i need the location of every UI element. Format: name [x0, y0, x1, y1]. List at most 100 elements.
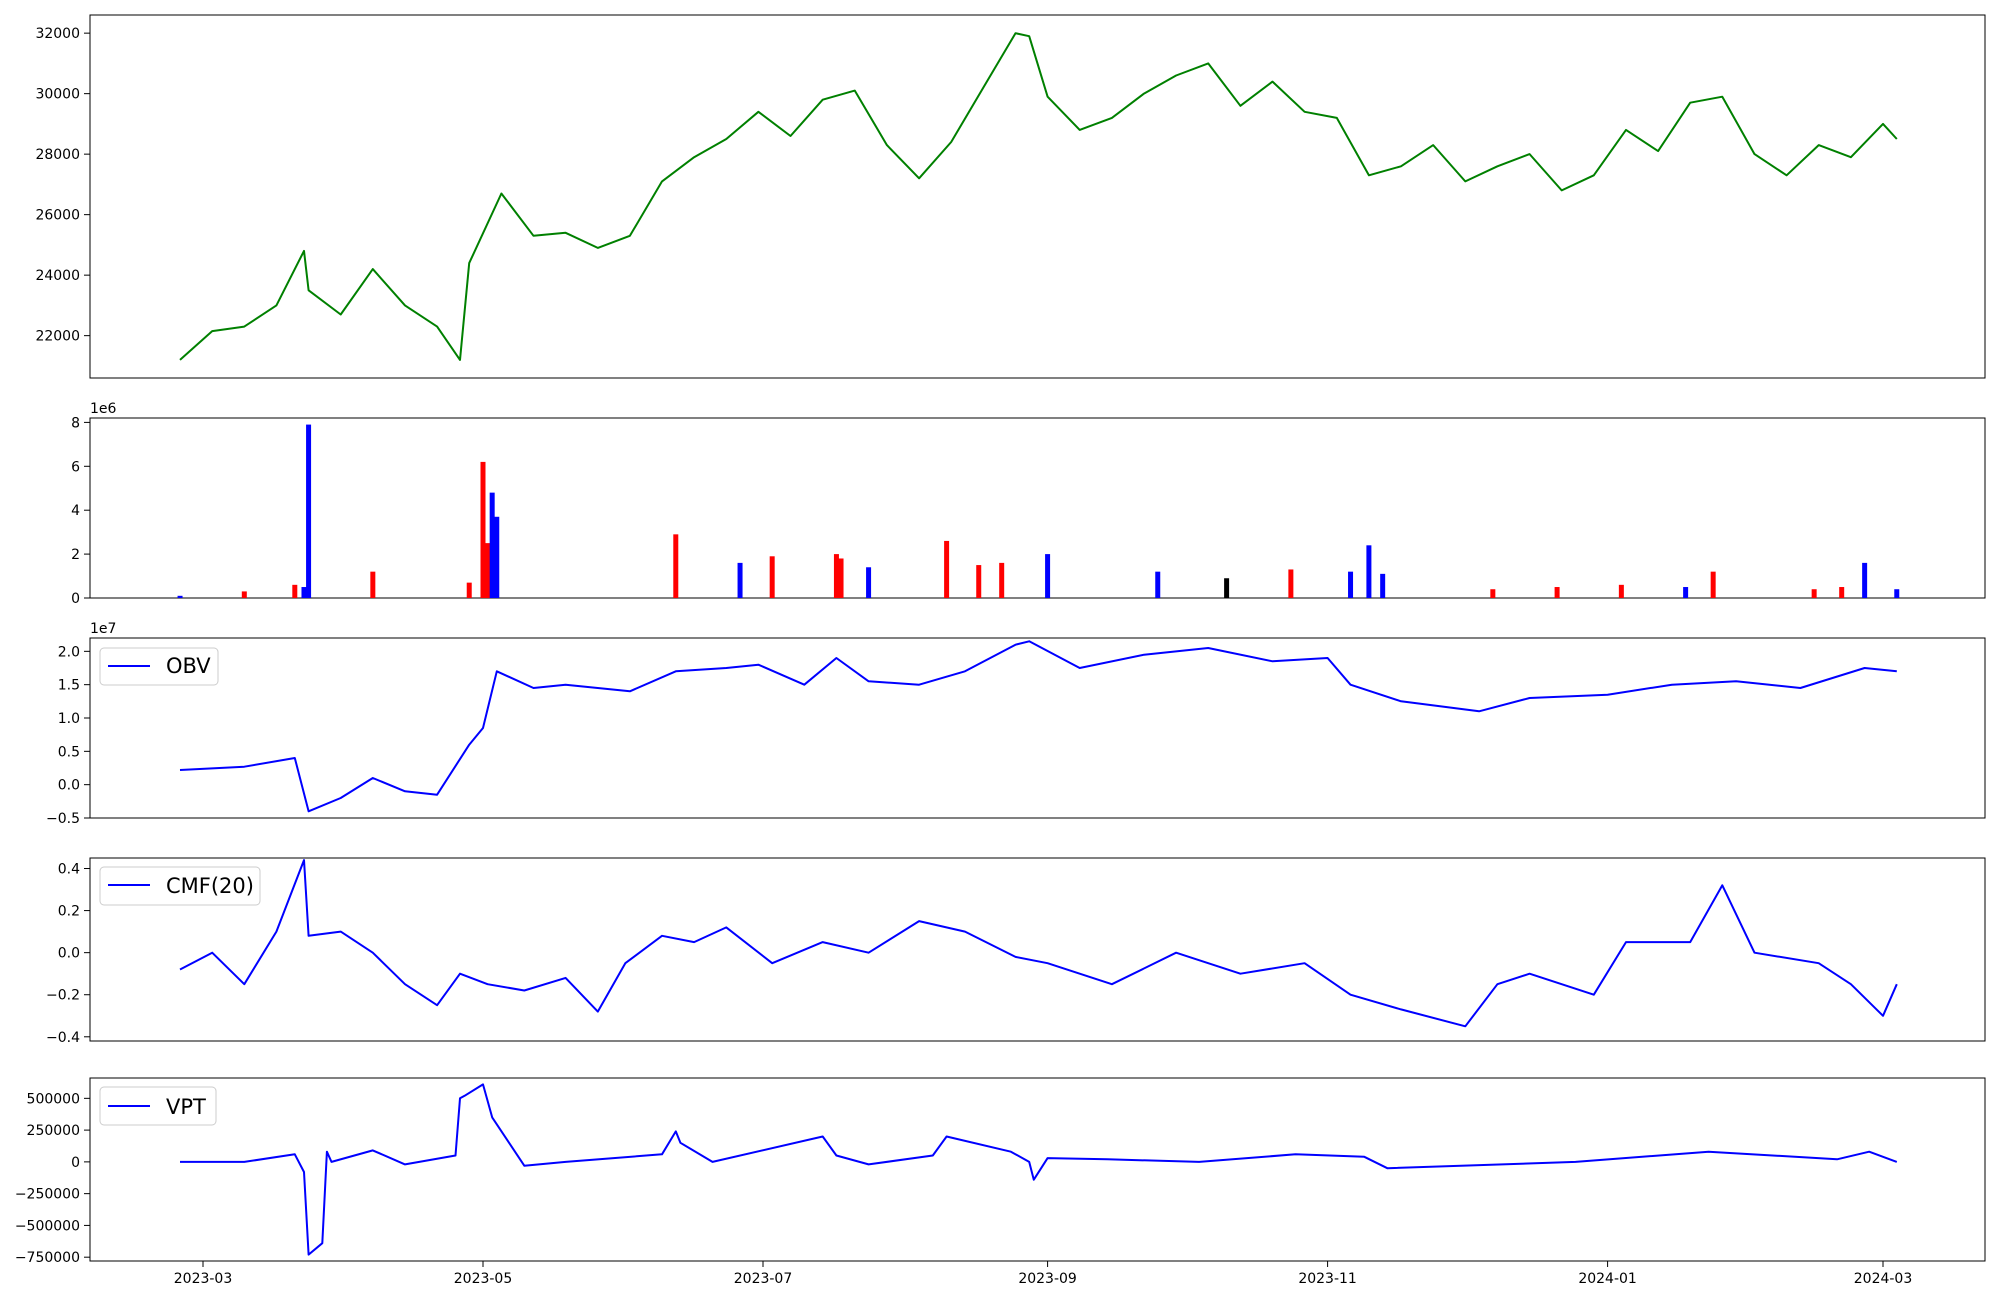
cmf-y-tick-label: −0.4 [46, 1030, 80, 1046]
volume-multiplier-label: 1e6 [90, 401, 117, 417]
volume-bar [1366, 545, 1372, 598]
vpt-series-line [180, 1083, 1898, 1256]
volume-bar [466, 582, 472, 598]
volume-y-tick-label: 0 [71, 591, 80, 607]
obv-line [179, 640, 1897, 813]
cmf-legend-box [99, 866, 261, 906]
cmf-legend-label: CMF(20) [166, 874, 254, 898]
volume-bar [241, 591, 247, 598]
price-line [179, 32, 1898, 361]
vpt-line [180, 1083, 1898, 1256]
vpt-y-tick-label: −500000 [15, 1218, 80, 1234]
volume-bar [306, 424, 312, 598]
volume-bar [737, 562, 743, 598]
volume-bar [1683, 587, 1689, 598]
volume-bar [944, 540, 950, 598]
obv-y-ticks: −0.5 0.0 0.5 1.0 1.5 2.0 [46, 644, 90, 827]
vpt-y-tick-label: −250000 [15, 1187, 80, 1203]
volume-bar [1839, 587, 1845, 598]
price-y-ticks: 22000 24000 26000 28000 30000 32000 [35, 26, 90, 345]
volume-bar [1490, 589, 1496, 598]
price-y-tick-label: 24000 [35, 268, 80, 284]
vpt-y-tick-label: 250000 [27, 1123, 80, 1139]
obv-series-line [179, 640, 1897, 813]
price-series-line [179, 32, 1898, 361]
vpt-legend: VPT [99, 1086, 217, 1126]
obv-multiplier-label: 1e7 [90, 621, 116, 637]
vpt-y-tick-label: −750000 [15, 1250, 80, 1266]
cmf-y-tick-label: −0.2 [46, 988, 80, 1004]
obv-y-tick-label: 0.5 [58, 744, 80, 760]
x-tick-label: 2023-05 [454, 1271, 513, 1287]
volume-bar [370, 571, 376, 598]
volume-axes-frame [89, 417, 1986, 599]
x-tick-label: 2023-11 [1298, 1271, 1357, 1287]
cmf-y-tick-label: 0.2 [58, 904, 80, 920]
volume-bar [999, 562, 1005, 598]
price-y-tick-label: 30000 [35, 87, 80, 103]
volume-bar [1811, 589, 1817, 598]
volume-bar [1554, 587, 1560, 598]
volume-bar [177, 595, 183, 598]
price-y-tick-label: 28000 [35, 147, 80, 163]
volume-y-tick-label: 2 [71, 547, 80, 563]
x-tick-label: 2023-09 [1018, 1271, 1077, 1287]
volume-bar [1045, 554, 1051, 598]
vpt-x-ticks: 2023-03 2023-05 2023-07 2023-09 2023-11 2024-… [174, 1261, 1913, 1287]
vpt-y-ticks: −750000 −500000 −250000 0 250000 500000 [15, 1091, 90, 1266]
x-tick-label: 2024-03 [1854, 1271, 1913, 1287]
volume-bar [1862, 562, 1868, 598]
obv-y-tick-label: 1.5 [58, 678, 80, 694]
x-tick-label: 2023-03 [174, 1271, 233, 1287]
obv-panel: 1e7 −0.5 0.0 0.5 1.0 1.5 2.0 OBV [46, 621, 1986, 827]
volume-bar [838, 558, 844, 598]
cmf-legend: CMF(20) [99, 866, 261, 906]
x-tick-label: 2023-07 [734, 1271, 793, 1287]
volume-bar [1618, 584, 1624, 598]
vpt-legend-label: VPT [166, 1095, 206, 1119]
volume-y-tick-label: 4 [71, 503, 80, 519]
volume-bar [1894, 589, 1900, 598]
obv-axes-frame [89, 637, 1986, 819]
volume-y-tick-label: 8 [71, 415, 80, 431]
cmf-axes-frame [89, 857, 1986, 1042]
obv-y-tick-label: 1.0 [58, 711, 80, 727]
volume-bar [301, 587, 307, 598]
volume-bars [177, 424, 1900, 598]
volume-bar [1348, 571, 1354, 598]
volume-bar [485, 543, 491, 598]
price-y-tick-label: 26000 [35, 208, 80, 224]
obv-legend: OBV [99, 647, 219, 686]
volume-bar [866, 567, 872, 598]
volume-y-tick-label: 6 [71, 459, 80, 475]
cmf-line [179, 859, 1898, 1028]
volume-bar [489, 492, 495, 598]
vpt-y-tick-label: 500000 [27, 1091, 80, 1107]
vpt-panel: −750000 −500000 −250000 0 250000 500000 VPT 2… [15, 1077, 1986, 1287]
cmf-y-tick-label: 0.0 [58, 946, 80, 962]
volume-bar [480, 461, 486, 598]
price-axes-frame [89, 14, 1986, 379]
obv-legend-box [99, 647, 219, 686]
volume-bar [494, 516, 500, 598]
price-panel: 22000 24000 26000 28000 30000 32000 [35, 14, 1986, 379]
cmf-series-line [179, 859, 1898, 1028]
volume-bar [1224, 578, 1230, 598]
obv-y-tick-label: 0.0 [58, 778, 80, 794]
price-y-tick-label: 22000 [35, 329, 80, 345]
volume-bar [976, 565, 982, 598]
cmf-y-ticks: −0.4 −0.2 0.0 0.2 0.4 [46, 862, 90, 1046]
volume-bar [769, 556, 775, 598]
volume-y-ticks: 0 2 4 6 8 [71, 415, 90, 607]
x-tick-label: 2024-01 [1578, 1271, 1637, 1287]
volume-bar [1380, 573, 1386, 598]
volume-bar [1710, 571, 1716, 598]
volume-bar [1155, 571, 1161, 598]
volume-panel: 1e6 0 2 4 6 8 [71, 401, 1986, 607]
cmf-y-tick-label: 0.4 [58, 862, 80, 878]
price-y-tick-label: 32000 [35, 26, 80, 42]
volume-bar [833, 554, 839, 598]
vpt-legend-box [99, 1086, 217, 1126]
obv-y-tick-label: −0.5 [46, 811, 80, 827]
